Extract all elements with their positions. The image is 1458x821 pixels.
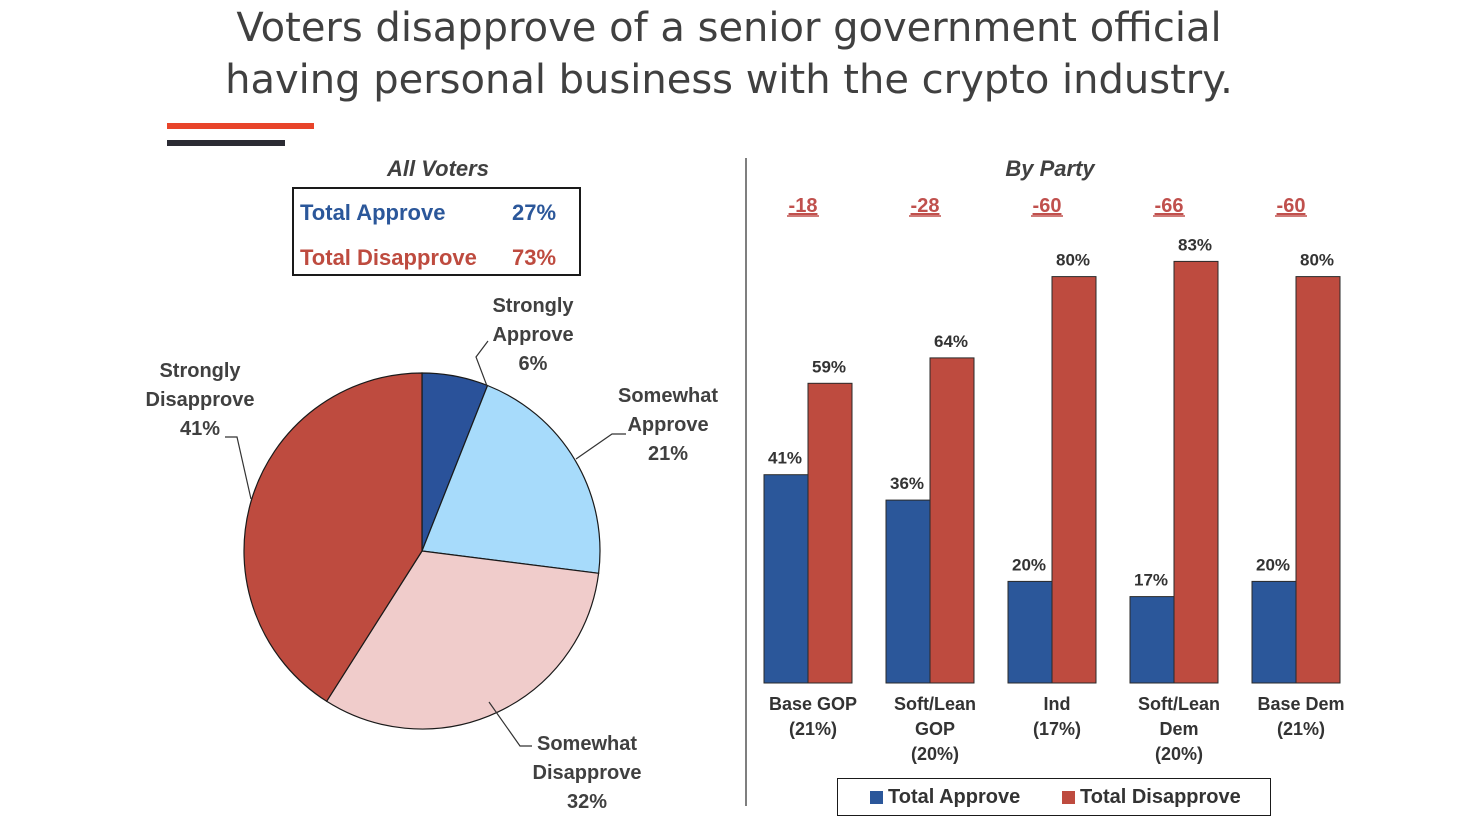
category-label-line: (20%)	[911, 744, 959, 764]
bar-value-label-disapprove: 64%	[934, 332, 968, 351]
bar-value-label-approve: 20%	[1256, 555, 1290, 574]
pie-label-somewhat-disapprove: Somewhat Disapprove 32%	[533, 733, 642, 813]
category-label: Base Dem (21%)	[1257, 694, 1344, 739]
bar-approve	[763, 474, 809, 684]
pie-label-line: 6%	[519, 353, 548, 375]
bar-disapprove	[1173, 260, 1219, 684]
bar-value-label-disapprove: 80%	[1300, 251, 1334, 270]
bar-chart-title: By Party	[1005, 156, 1095, 181]
pie-slice-somewhat-approve	[421, 384, 601, 574]
pie-leader-somewhat-approve	[575, 433, 626, 460]
net-difference-label: -18	[789, 195, 818, 217]
pie-leader-strongly-approve	[475, 340, 489, 387]
category-label-line: Soft/Lean	[1138, 694, 1220, 714]
slide-title: Voters disapprove of a senior government…	[0, 2, 1458, 106]
panel-divider	[745, 158, 747, 806]
net-difference-label: -60	[1277, 195, 1306, 217]
summary-approve-label: Total Approve	[300, 200, 446, 225]
pie-chart-title: All Voters	[387, 156, 489, 181]
bar-value-label-disapprove: 80%	[1056, 251, 1090, 270]
net-difference-label: -66	[1155, 195, 1184, 217]
bar-approve	[1007, 580, 1053, 684]
category-label-line: Dem	[1159, 719, 1198, 739]
bar-disapprove	[1051, 276, 1097, 684]
pie-label-line: Approve	[492, 324, 573, 346]
bar-value-label-approve: 20%	[1012, 555, 1046, 574]
pie-label-line: 32%	[567, 791, 607, 813]
legend-swatch-approve	[870, 791, 883, 804]
pie-label-line: 21%	[648, 443, 688, 465]
category-label: Base GOP (21%)	[769, 694, 857, 739]
category-label: Soft/Lean GOP (20%)	[894, 694, 976, 764]
bar-chart: 41% 59% -18 Base GOP (21%) 36% 64% -28 Soft/Lean…	[763, 195, 1345, 764]
summary-disapprove-value: 73%	[512, 245, 557, 270]
pie-chart: Strongly Approve 6%Somewhat Approve 21%Somew…	[146, 295, 719, 813]
summary-row-approve: Total Approve 27%	[300, 200, 570, 226]
legend-label-approve: Total Approve	[888, 786, 1021, 808]
category-label-line: (21%)	[1277, 719, 1325, 739]
summary-row-disapprove: Total Disapprove 73%	[300, 245, 570, 271]
bar-disapprove	[929, 357, 975, 684]
bar-chart-legend: Total Approve Total Disapprove	[837, 778, 1271, 816]
bar-approve	[1251, 580, 1297, 684]
pie-leader-somewhat-disapprove	[488, 701, 532, 747]
pie-label-line: 41%	[180, 418, 220, 440]
category-label-line: GOP	[915, 719, 955, 739]
pie-label-strongly-disapprove: Strongly Disapprove 41%	[146, 360, 255, 440]
legend-swatch-disapprove	[1062, 791, 1075, 804]
pie-label-line: Strongly	[159, 360, 241, 382]
pie-label-strongly-approve: Strongly Approve 6%	[492, 295, 574, 375]
bar-value-label-disapprove: 83%	[1178, 235, 1212, 254]
pie-slice-somewhat-disapprove	[325, 550, 600, 730]
accent-bar-red	[167, 123, 314, 129]
pie-label-line: Approve	[627, 414, 708, 436]
pie-label-line: Disapprove	[146, 389, 255, 411]
bar-disapprove	[807, 382, 853, 684]
summary-disapprove-label: Total Disapprove	[300, 245, 477, 270]
accent-bar-dark	[167, 140, 285, 146]
bar-disapprove	[1295, 276, 1341, 684]
category-label-line: (20%)	[1155, 744, 1203, 764]
bar-value-label-approve: 41%	[768, 449, 802, 468]
category-label-line: Soft/Lean	[894, 694, 976, 714]
pie-slice-strongly-disapprove	[243, 372, 423, 703]
pie-label-line: Somewhat	[618, 385, 718, 407]
bar-value-label-approve: 17%	[1134, 571, 1168, 590]
category-label: Ind (17%)	[1033, 694, 1081, 739]
bar-value-label-approve: 36%	[890, 474, 924, 493]
legend-label-disapprove: Total Disapprove	[1080, 786, 1241, 808]
pie-label-line: Somewhat	[537, 733, 637, 755]
category-label: Soft/Lean Dem (20%)	[1138, 694, 1220, 764]
bar-value-label-disapprove: 59%	[812, 357, 846, 376]
category-label-line: Base Dem	[1257, 694, 1344, 714]
category-label-line: Ind	[1044, 694, 1071, 714]
bar-approve	[885, 499, 931, 684]
category-label-line: (21%)	[789, 719, 837, 739]
net-difference-label: -60	[1033, 195, 1062, 217]
category-label-line: (17%)	[1033, 719, 1081, 739]
slide-title-line-2: having personal business with the crypto…	[225, 57, 1233, 103]
net-difference-label: -28	[911, 195, 940, 217]
slide-title-line-1: Voters disapprove of a senior government…	[236, 5, 1222, 51]
summary-box: Total Approve 27% Total Disapprove 73%	[292, 187, 581, 276]
pie-label-line: Disapprove	[533, 762, 642, 784]
pie-label-somewhat-approve: Somewhat Approve 21%	[618, 385, 718, 465]
summary-approve-value: 27%	[512, 200, 557, 225]
pie-label-line: Strongly	[492, 295, 574, 317]
pie-leader-strongly-disapprove	[225, 436, 252, 500]
category-label-line: Base GOP	[769, 694, 857, 714]
bar-approve	[1129, 596, 1175, 684]
